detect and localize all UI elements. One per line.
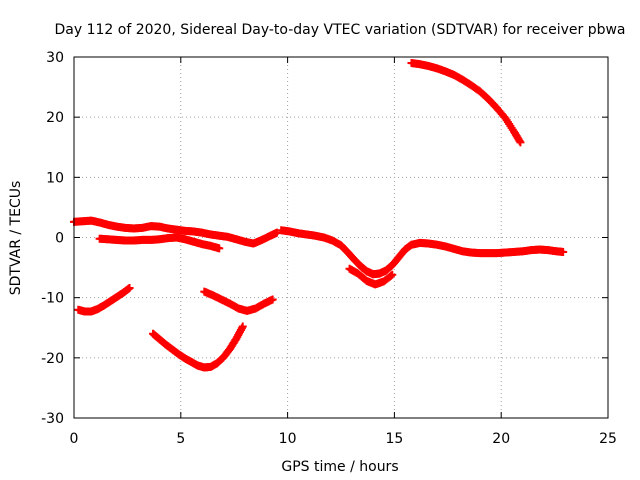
series-arc-6 <box>277 226 568 279</box>
data-point <box>268 295 277 304</box>
y-tick-label: -10 <box>41 291 64 307</box>
data-point <box>125 284 134 293</box>
y-tick-label: 10 <box>46 170 64 186</box>
y-tick-label: -20 <box>41 351 64 367</box>
x-tick-label: 5 <box>176 431 185 447</box>
data-point <box>388 270 397 279</box>
axis-ticks: 0 5 10 15 20 25 -30 -20 -10 0 10 20 30 <box>41 50 617 447</box>
y-axis-label: SDTVAR / TECUs <box>8 181 24 296</box>
series-arc-2 <box>95 233 224 253</box>
series-arc-3 <box>74 284 134 316</box>
x-tick-label: 0 <box>70 431 79 447</box>
series-arc-1 <box>70 216 281 248</box>
x-axis-label: GPS time / hours <box>281 459 398 475</box>
y-tick-label: -30 <box>41 411 64 427</box>
data-point <box>516 138 525 147</box>
series-arc-5 <box>200 287 277 315</box>
x-tick-label: 20 <box>492 431 510 447</box>
x-tick-label: 10 <box>279 431 297 447</box>
y-tick-label: 20 <box>46 110 64 126</box>
series-arc-4 <box>149 322 247 372</box>
data-point <box>215 244 224 253</box>
chart-title: Day 112 of 2020, Sidereal Day-to-day VTE… <box>54 22 625 38</box>
x-tick-label: 25 <box>599 431 617 447</box>
series-arc-7 <box>345 264 397 289</box>
y-tick-label: 30 <box>46 50 64 66</box>
series-arc-8 <box>407 59 525 147</box>
x-tick-label: 15 <box>385 431 403 447</box>
data-point <box>272 228 281 237</box>
data-point <box>238 322 247 331</box>
data-point <box>559 247 568 256</box>
y-tick-label: 0 <box>55 231 64 247</box>
data-series <box>70 59 568 372</box>
